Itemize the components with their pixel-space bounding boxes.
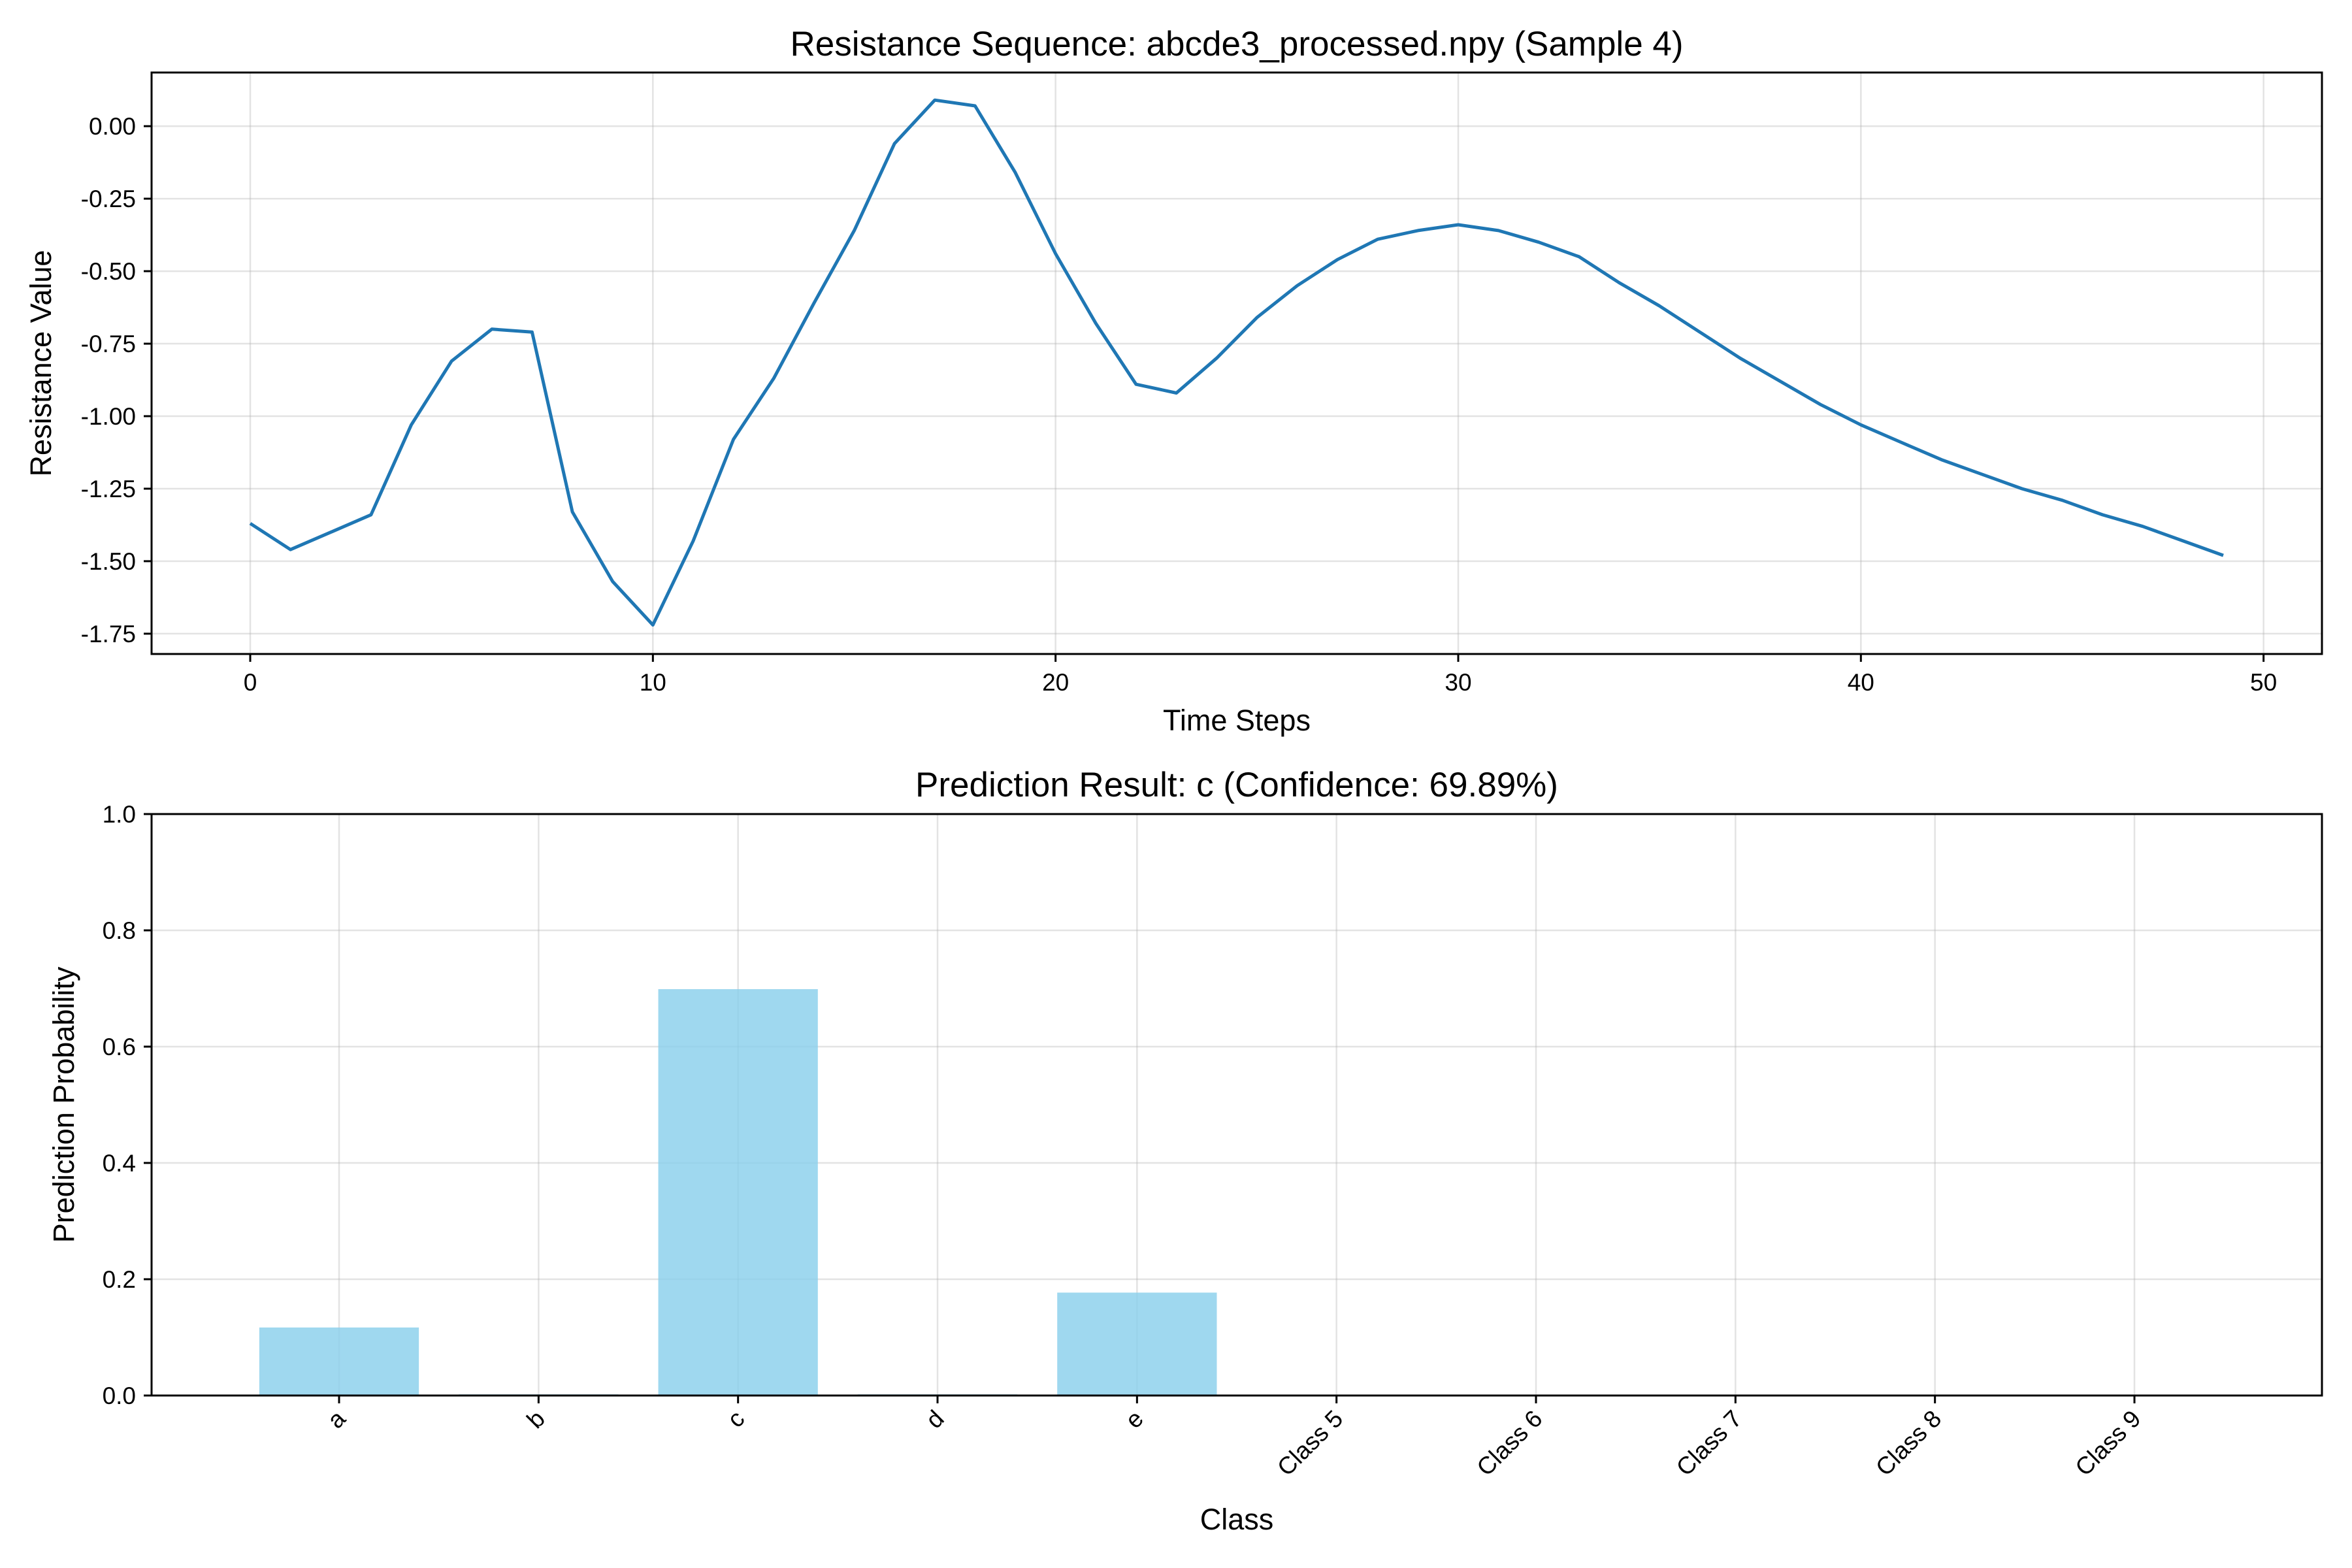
line-chart-x-tick-label: 10 <box>640 669 666 696</box>
bar-chart-y-tick-label: 0.4 <box>103 1150 136 1177</box>
bar-chart-bars <box>259 988 1217 1396</box>
line-chart-y-label: Resistance Value <box>24 250 57 477</box>
bar-chart-y-label: Prediction Probability <box>47 966 80 1243</box>
bar-e <box>1057 1292 1217 1396</box>
line-chart-y-tick-label: -1.00 <box>81 403 136 430</box>
line-chart-y-tick-label: -0.75 <box>81 331 136 357</box>
line-chart-y-ticks: 0.00 -0.25 -0.50 -0.75 -1.00 -1.25 -1.50 -1.75 <box>81 113 152 647</box>
bar-chart-frame <box>150 813 2323 1397</box>
line-chart-y-tick-label: -0.50 <box>81 258 136 285</box>
resistance-series-line <box>249 98 2224 627</box>
line-chart-x-tick-label: 40 <box>1848 669 1874 696</box>
bar-a <box>259 1327 419 1396</box>
line-chart-x-tick-label: 0 <box>244 669 257 696</box>
bar-chart-y-ticks: 0.0 0.2 0.4 0.6 0.8 1.0 <box>103 801 152 1409</box>
line-chart-y-tick-label: -0.25 <box>81 186 136 212</box>
bar-chart-y-tick-label: 0.0 <box>103 1382 136 1409</box>
line-chart-x-tick-label: 30 <box>1445 669 1471 696</box>
bar-c <box>658 988 818 1396</box>
bar-chart-y-tick-label: 1.0 <box>103 801 136 828</box>
bar-chart-title: Prediction Result: c (Confidence: 69.89%… <box>915 766 1558 804</box>
line-chart-title: Resistance Sequence: abcde3_processed.np… <box>790 25 1683 63</box>
bar-chart-x-label: Class <box>1200 1503 1274 1536</box>
bar-chart-y-tick-label: 0.6 <box>103 1034 136 1060</box>
line-chart-y-tick-label: -1.25 <box>81 476 136 502</box>
line-chart-x-tick-label: 20 <box>1042 669 1069 696</box>
line-chart-y-tick-label: 0.00 <box>89 113 136 140</box>
line-chart-frame <box>150 71 2323 655</box>
line-chart: Resistance Sequence: abcde3_processed.np… <box>24 25 2323 737</box>
line-chart-y-tick-label: -1.50 <box>81 548 136 575</box>
line-chart-x-label: Time Steps <box>1163 704 1311 737</box>
line-chart-grid <box>152 73 2322 654</box>
line-chart-x-tick-label: 50 <box>2250 669 2277 696</box>
line-chart-x-ticks: 0 10 20 30 40 50 <box>244 654 2277 696</box>
bar-chart-y-tick-label: 0.8 <box>103 917 136 944</box>
line-chart-y-tick-label: -1.75 <box>81 621 136 647</box>
bar-chart-y-tick-label: 0.2 <box>103 1266 136 1293</box>
